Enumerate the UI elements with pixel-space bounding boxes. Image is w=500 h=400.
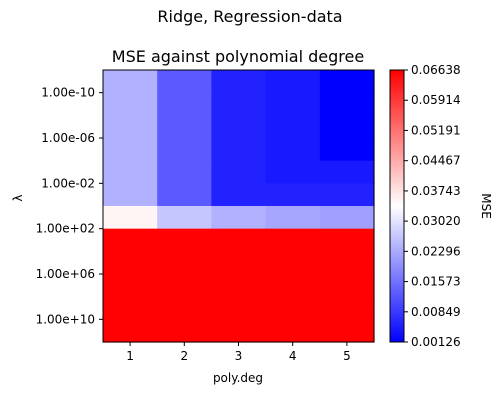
colorbar-ticks: 0.06638 0.05914 0.05191 0.04467 0.03743 0.030… (404, 63, 461, 349)
x-tick-label: 3 (235, 349, 243, 363)
colorbar-tick-label: 0.03743 (411, 184, 461, 198)
colorbar-tick-label: 0.06638 (411, 63, 461, 77)
heatmap-cell (319, 160, 375, 184)
colorbar-tick-label: 0.04467 (411, 154, 461, 168)
colorbar-tick-label: 0.05914 (411, 93, 461, 107)
heatmap-cell (319, 206, 375, 230)
heatmap-cell (265, 183, 321, 207)
colorbar-tick-label: 0.03020 (411, 214, 461, 228)
heatmap-cell (157, 70, 212, 94)
heatmap-cell (211, 115, 267, 139)
heatmap-cell (103, 296, 158, 320)
heatmap-cell (103, 70, 158, 94)
heatmap-cell (319, 319, 375, 343)
heatmap-cell (157, 160, 212, 184)
colorbar-tick-label: 0.01573 (411, 275, 461, 289)
heatmap-cell (211, 251, 267, 275)
colorbar (389, 69, 405, 343)
heatmap-cell (103, 160, 158, 184)
x-tick-label: 5 (343, 349, 351, 363)
y-tick-label: 1.00e+06 (36, 267, 95, 281)
heatmap-cell (265, 70, 321, 94)
colorbar-tick-label: 0.02296 (411, 244, 461, 258)
colorbar-label: MSE (479, 193, 493, 219)
heatmap-cell (103, 206, 158, 230)
heatmap-cell (265, 251, 321, 275)
heatmap-cell (157, 206, 212, 230)
heatmap-cell (211, 183, 267, 207)
colorbar-tick-label: 0.00126 (411, 335, 461, 349)
heatmap-cell (157, 319, 212, 343)
y-tick-label: 1.00e-10 (41, 86, 95, 100)
x-axis-label: poly.deg (213, 371, 263, 385)
colorbar-tick-label: 0.05191 (411, 123, 461, 137)
heatmap-cell (211, 319, 267, 343)
heatmap-cell (211, 160, 267, 184)
heatmap-cell (103, 319, 158, 343)
y-tick-label: 1.00e-06 (41, 131, 95, 145)
heatmap-cell (265, 296, 321, 320)
y-tick-label: 1.00e+02 (36, 222, 95, 236)
heatmap-cell (265, 138, 321, 162)
heatmap-cell (103, 115, 158, 139)
heatmap-cell (265, 92, 321, 116)
heatmap-cell (157, 183, 212, 207)
heatmap-cell (265, 160, 321, 184)
heatmap-cell (157, 115, 212, 139)
heatmap-cell (319, 92, 375, 116)
heatmap-cell (211, 228, 267, 252)
heatmap-cell (319, 251, 375, 275)
heatmap-cell (319, 274, 375, 298)
colorbar-tick-label: 0.00849 (411, 305, 461, 319)
heatmap-cell (211, 92, 267, 116)
heatmap-cell (211, 274, 267, 298)
x-tick-label: 2 (180, 349, 188, 363)
heatmap-cell (265, 115, 321, 139)
heatmap-cell (157, 274, 212, 298)
heatmap-cell (319, 183, 375, 207)
x-tick-label: 4 (289, 349, 297, 363)
heatmap-cell (103, 183, 158, 207)
x-tick-label: 1 (126, 349, 134, 363)
heatmap-cell (157, 138, 212, 162)
heatmap-cell (265, 228, 321, 252)
heatmap-cell (319, 296, 375, 320)
figure-suptitle: Ridge, Regression-data (157, 7, 342, 26)
heatmap-cell (103, 138, 158, 162)
heatmap-cell (319, 138, 375, 162)
y-tick-label: 1.00e-02 (41, 176, 95, 190)
heatmap (103, 70, 375, 343)
heatmap-cell (211, 206, 267, 230)
heatmap-cell (211, 70, 267, 94)
x-axis: 1 2 3 4 5 (126, 342, 351, 363)
heatmap-cell (103, 92, 158, 116)
heatmap-cell (319, 115, 375, 139)
heatmap-cell (265, 206, 321, 230)
chart-title: MSE against polynomial degree (112, 47, 364, 66)
heatmap-cell (103, 228, 158, 252)
heatmap-cell (265, 319, 321, 343)
heatmap-cell (265, 274, 321, 298)
heatmap-cell (157, 251, 212, 275)
y-axis-label: λ (11, 194, 25, 201)
heatmap-cell (157, 228, 212, 252)
heatmap-cell (319, 70, 375, 94)
y-axis: 1.00e-10 1.00e-06 1.00e-02 1.00e+02 1.00e+06… (36, 86, 103, 326)
heatmap-cell (157, 92, 212, 116)
heatmap-cell (211, 296, 267, 320)
y-tick-label: 1.00e+10 (36, 312, 95, 326)
heatmap-cell (319, 228, 375, 252)
heatmap-cell (103, 251, 158, 275)
heatmap-cell (211, 138, 267, 162)
heatmap-cell (157, 296, 212, 320)
heatmap-cell (103, 274, 158, 298)
